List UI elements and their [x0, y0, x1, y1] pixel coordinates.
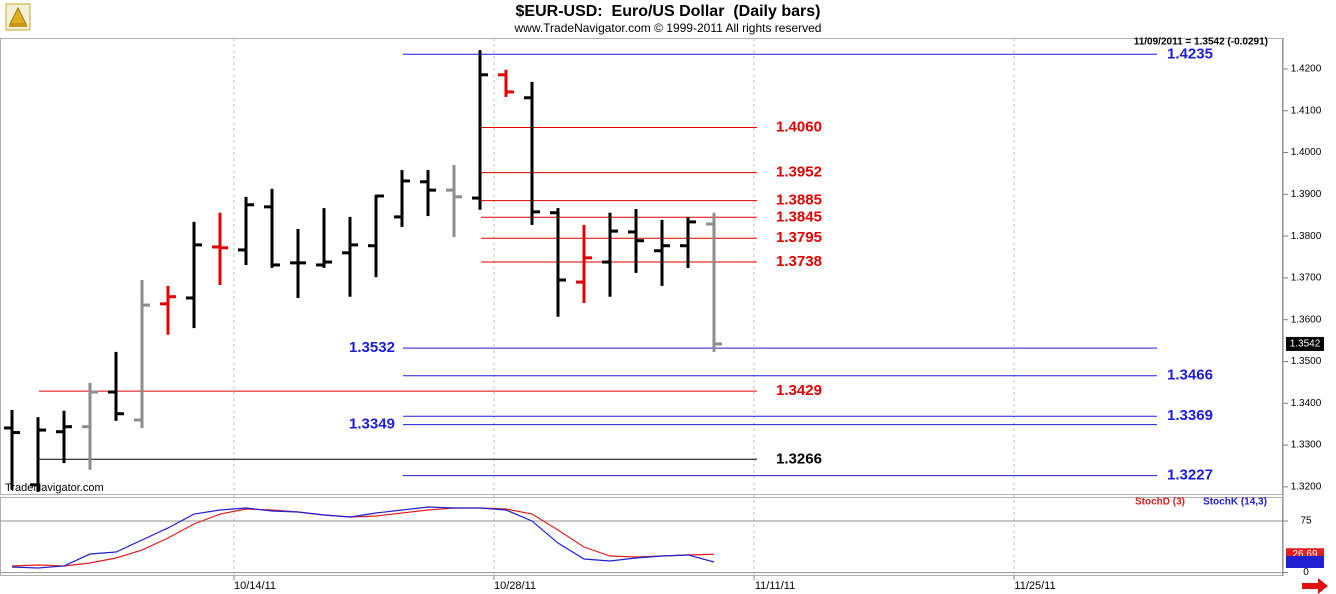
- level-label: 1.4235: [1167, 45, 1213, 62]
- logo: [5, 3, 31, 31]
- level-label: 1.3795: [776, 229, 822, 246]
- x-tick-label: 11/25/11: [1014, 580, 1055, 592]
- last-price-box: [1286, 336, 1324, 351]
- ohlc-bar: [160, 285, 176, 335]
- ohlc-bar: [134, 280, 150, 428]
- level-label: 1.3466: [1167, 367, 1213, 384]
- y-tick-label: 1.3500: [1291, 356, 1322, 367]
- stoch-line: [11, 506, 715, 569]
- ohlc-bar: [498, 69, 514, 97]
- ohlc-bar: [446, 165, 462, 237]
- level-label: 1.3738: [776, 253, 822, 270]
- level-label: 1.3266: [776, 450, 822, 467]
- y-tick-label: 1.3400: [1291, 398, 1322, 409]
- x-tick-label: 10/14/11: [234, 580, 276, 592]
- y-tick-label: 1.4000: [1291, 147, 1322, 158]
- watermark: TradeNavigator.com: [5, 482, 104, 494]
- ohlc-bar: [550, 208, 566, 317]
- ohlc-bar: [420, 170, 436, 217]
- ohlc-bar: [56, 410, 72, 464]
- stoch-line: [11, 507, 715, 567]
- level-label: 1.3845: [776, 208, 822, 225]
- y-tick-label: 1.3600: [1291, 314, 1322, 325]
- y-tick-label: 1.3200: [1291, 482, 1322, 493]
- ohlc-bar: [524, 81, 540, 225]
- y-tick-label: 1.3300: [1291, 440, 1322, 451]
- ohlc-bar: [680, 216, 696, 268]
- level-label: 1.3532: [349, 339, 395, 356]
- ohlc-bar: [576, 224, 592, 303]
- last-value-label: 26.69: [1292, 549, 1317, 560]
- y-tick-label: 1.3900: [1291, 189, 1322, 200]
- ohlc-bar: [342, 216, 358, 297]
- ohlc-bar: [316, 208, 332, 268]
- legend-label: StochK (14,3): [1203, 497, 1267, 508]
- y-tick-label: 1.4100: [1291, 105, 1322, 116]
- x-tick-label: 11/11/11: [755, 580, 795, 592]
- ohlc-bar: [264, 188, 280, 268]
- y-tick-label: 1.3700: [1291, 273, 1322, 284]
- y-tick-label: 1.3800: [1291, 231, 1322, 242]
- legend-label: StochD (3): [1135, 497, 1185, 508]
- x-tick-label: 10/28/11: [494, 580, 536, 592]
- level-label: 1.3429: [776, 382, 822, 399]
- level-label: 1.3952: [776, 164, 822, 181]
- level-label: 1.3885: [776, 192, 822, 209]
- y-tick-label: 1.4200: [1291, 64, 1322, 75]
- ohlc-bar: [654, 219, 670, 286]
- ohlc-bar: [368, 194, 384, 278]
- level-label: 1.4060: [776, 118, 822, 135]
- ohlc-bar: [4, 409, 20, 490]
- ohlc-bar: [472, 50, 488, 210]
- ohlc-bar: [602, 212, 618, 297]
- ohlc-bar: [186, 221, 202, 329]
- level-label: 1.3369: [1167, 407, 1213, 424]
- y-tick-label: 0: [1303, 567, 1309, 578]
- ohlc-bar: [82, 382, 98, 470]
- ohlc-bar: [108, 351, 124, 421]
- ohlc-bar: [628, 208, 644, 273]
- ohlc-bar: [394, 170, 410, 227]
- level-label: 1.3227: [1167, 467, 1213, 484]
- level-label: 1.3349: [349, 416, 395, 433]
- chart-subtitle: www.TradeNavigator.com © 1999-2011 All r…: [514, 21, 822, 35]
- ohlc-bar: [212, 212, 228, 286]
- price-annotation: 11/09/2011 = 1.3542 (-0.0291): [1134, 37, 1268, 48]
- ohlc-bar: [30, 417, 46, 492]
- scroll-arrow[interactable]: [1302, 578, 1328, 594]
- ohlc-bar: [706, 212, 722, 352]
- ohlc-bar: [290, 229, 306, 298]
- chart-title: $EUR-USD: Euro/US Dollar (Daily bars): [516, 3, 821, 20]
- last-value-box: [1286, 555, 1324, 568]
- last-price-label: 1.3542: [1290, 339, 1321, 350]
- ohlc-bar: [238, 196, 254, 265]
- y-tick-label: 75: [1300, 516, 1312, 527]
